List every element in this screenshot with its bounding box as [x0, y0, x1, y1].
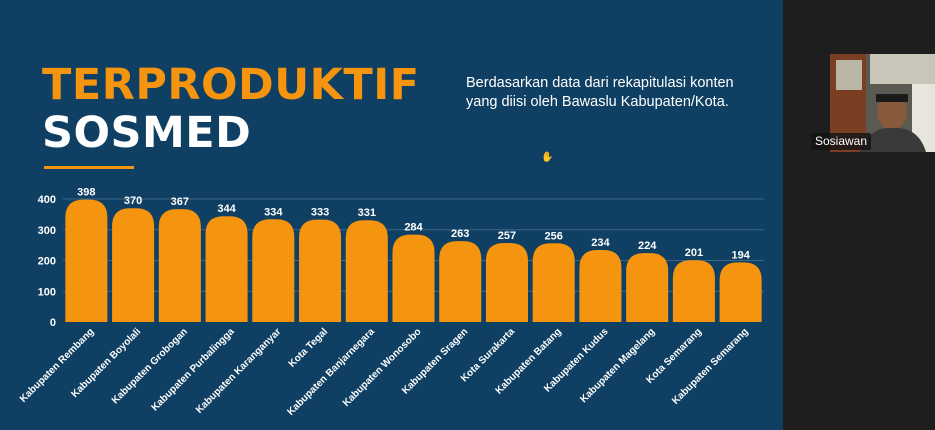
bar-value-label: 201	[685, 247, 703, 259]
bar	[672, 260, 715, 322]
chart-bars	[65, 199, 762, 322]
bar-chart: 0 100 200 300 400 398 370 367 344 334 333 331 284 26…	[18, 187, 764, 418]
x-tick-label: Kabupaten Wonosobo	[341, 326, 424, 409]
bar	[626, 253, 669, 322]
mouse-cursor-icon: ✋	[541, 152, 554, 163]
bar	[299, 219, 342, 322]
bar	[345, 220, 388, 322]
x-tick-label: Kabupaten Karanganyar	[194, 326, 284, 416]
bar-value-label: 334	[264, 206, 283, 218]
x-tick-label: Kabupaten Rembang	[18, 326, 96, 404]
x-tick-label: Kabupaten Purbalingga	[150, 326, 237, 413]
x-tick-label: Kabupaten Grobogan	[110, 326, 190, 406]
bar	[485, 242, 528, 322]
slide-title-line1: TERPRODUKTIF	[42, 60, 420, 110]
x-tick-label: Kabupaten Banjarnegara	[285, 326, 377, 418]
title-underline	[44, 166, 134, 169]
x-tick-label: Kota Tegal	[287, 326, 331, 370]
bar	[579, 250, 622, 322]
bar	[158, 209, 201, 322]
bar-value-label: 263	[451, 228, 469, 240]
bar-value-label: 194	[731, 249, 750, 261]
bar-value-label: 331	[358, 207, 376, 219]
bar	[205, 216, 248, 322]
bar	[65, 199, 108, 322]
participant-name-label: Sosiawan	[811, 133, 872, 150]
presentation-slide: TERPRODUKTIF SOSMED Berdasarkan data dar…	[0, 0, 783, 430]
bar-value-label: 370	[124, 195, 142, 207]
slide-subtitle: Berdasarkan data dari rekapitulasi konte…	[466, 75, 734, 110]
bar-value-label: 224	[638, 240, 657, 252]
slide-title-line2: SOSMED	[42, 108, 252, 158]
x-tick-label: Kabupaten Semarang	[670, 326, 750, 406]
y-tick-label: 200	[38, 256, 56, 268]
y-tick-label: 100	[38, 286, 56, 298]
bar-value-label: 344	[217, 203, 236, 215]
bar-value-label: 257	[498, 230, 516, 242]
bar	[719, 262, 762, 322]
bar-value-label: 234	[591, 237, 610, 249]
chart-data-labels: 398 370 367 344 334 333 331 284 263 257 256 234 224 2…	[77, 187, 751, 262]
bar-value-label: 256	[545, 230, 563, 242]
bar-value-label: 367	[171, 196, 189, 208]
bar-value-label: 398	[77, 187, 95, 199]
bar	[439, 241, 482, 322]
y-tick-label: 400	[38, 194, 56, 206]
y-tick-label: 300	[38, 225, 56, 237]
bar	[252, 219, 295, 322]
bar	[392, 234, 435, 322]
bar	[532, 243, 575, 322]
bar	[112, 208, 155, 322]
chart-y-axis: 0 100 200 300 400	[38, 194, 56, 329]
y-tick-label: 0	[50, 317, 56, 329]
bar-value-label: 333	[311, 207, 329, 219]
bar-value-label: 284	[404, 222, 423, 234]
